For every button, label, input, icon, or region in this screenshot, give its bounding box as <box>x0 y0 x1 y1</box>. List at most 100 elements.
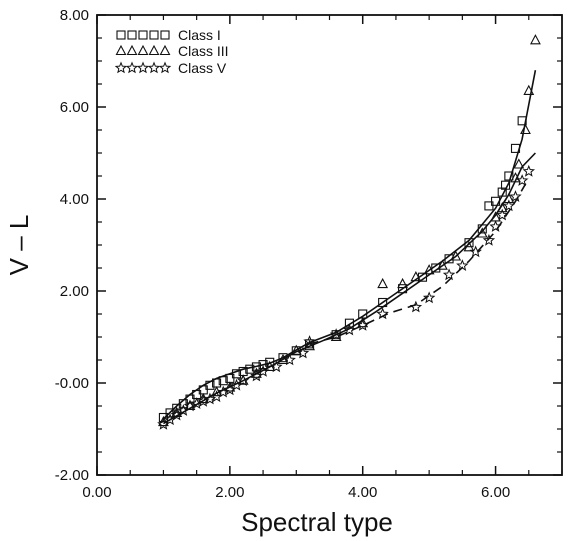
legend-triangle-marker <box>159 44 171 56</box>
square-data-point <box>258 360 268 370</box>
fit-line <box>309 177 530 345</box>
triangle-data-point <box>423 264 435 275</box>
star-data-point <box>270 360 283 373</box>
square-data-point <box>491 196 501 206</box>
fit-line <box>162 70 537 420</box>
legend-star-marker <box>147 61 161 74</box>
triangle-data-point <box>523 84 535 95</box>
legend-square-marker <box>149 30 159 40</box>
legend-star-marker <box>114 61 128 74</box>
triangle-data-point <box>520 123 531 135</box>
square-data-point <box>398 284 408 294</box>
square-data-point <box>497 187 507 197</box>
star-data-point <box>256 364 270 377</box>
star-data-point <box>489 220 502 232</box>
legend-item-class-iii: Class III <box>115 43 229 59</box>
legend-star-marker <box>136 61 150 74</box>
square-data-point <box>464 238 474 248</box>
triangle-data-point <box>410 271 422 282</box>
triangle-data-point <box>290 344 302 355</box>
fit-lines-layer <box>162 70 537 425</box>
triangle-data-point <box>377 277 389 289</box>
star-data-point <box>482 233 496 246</box>
star-data-point <box>236 374 250 386</box>
star-data-point <box>469 245 482 258</box>
triangle-data-point <box>530 34 541 45</box>
ticks-layer: 0.00 2.00 4.00 6.00 -2.00 -0.00 2.00 4.00 6.00 8.… <box>55 7 563 501</box>
legend-triangle-marker <box>137 44 149 56</box>
triangle-data-point <box>437 259 448 270</box>
star-data-point <box>356 318 369 331</box>
legend-label-class-v: Class V <box>178 60 227 76</box>
triangle-data-point <box>503 192 515 204</box>
star-data-point <box>515 174 529 186</box>
legend-label-class-iii: Class III <box>178 43 229 59</box>
triangle-data-point <box>496 202 508 213</box>
square-data-point <box>378 297 388 308</box>
y-tick-label: -2.00 <box>55 467 89 484</box>
star-data-point <box>456 259 469 271</box>
triangle-data-point <box>513 158 525 169</box>
x-axis-title: Spectral type <box>241 507 393 537</box>
legend: Class I Class III Class V <box>114 27 229 76</box>
square-data-point <box>231 369 242 379</box>
data-points-layer <box>157 34 541 430</box>
star-data-point <box>343 323 356 336</box>
square-data-point <box>278 353 288 363</box>
star-data-point <box>522 164 535 177</box>
y-tick-label: 8.00 <box>60 7 89 24</box>
legend-star-markers <box>114 61 172 74</box>
triangle-data-point <box>463 241 475 252</box>
triangle-data-point <box>237 374 249 385</box>
square-data-point <box>517 116 527 126</box>
square-data-point <box>500 180 511 190</box>
x-tick-label: 0.00 <box>82 484 111 501</box>
legend-item-class-i: Class I <box>116 27 221 43</box>
star-data-point <box>303 335 316 347</box>
star-data-point <box>422 291 436 304</box>
x-tick-label: 4.00 <box>348 484 377 501</box>
y-tick-label: 4.00 <box>60 191 89 208</box>
star-data-point <box>496 208 509 221</box>
triangle-data-point <box>450 250 462 261</box>
triangle-data-point <box>476 227 488 238</box>
square-data-point <box>477 224 487 234</box>
star-data-point <box>296 346 310 359</box>
legend-square-marker <box>138 30 148 40</box>
triangle-data-point <box>251 367 262 378</box>
triangle-data-point <box>224 381 236 392</box>
triangle-data-point <box>357 317 369 328</box>
star-data-point <box>409 300 423 313</box>
square-data-point <box>484 201 494 211</box>
square-data-point <box>510 143 521 153</box>
square-data-point <box>305 339 315 349</box>
legend-square-marker <box>127 30 137 40</box>
square-data-point <box>444 254 454 264</box>
x-tick-label: 6.00 <box>481 484 510 501</box>
legend-label-class-i: Class I <box>178 27 221 43</box>
square-data-point <box>344 318 354 328</box>
star-data-point <box>502 199 516 212</box>
legend-triangle-marker <box>115 44 127 56</box>
legend-triangle-markers <box>115 44 171 56</box>
square-data-point <box>218 376 228 386</box>
star-data-point <box>509 190 522 202</box>
y-tick-label: -0.00 <box>55 375 89 392</box>
legend-square-markers <box>116 30 170 40</box>
star-data-point <box>283 353 296 366</box>
legend-square-marker <box>116 30 126 40</box>
legend-star-marker <box>158 61 172 74</box>
y-tick-label: 2.00 <box>60 283 89 300</box>
legend-triangle-marker <box>126 44 138 56</box>
legend-square-marker <box>160 30 170 40</box>
square-data-point <box>245 364 255 374</box>
square-data-point <box>172 403 182 413</box>
square-data-point <box>205 380 215 390</box>
y-tick-label: 6.00 <box>60 99 89 116</box>
x-tick-label: 2.00 <box>215 484 244 501</box>
square-data-point <box>158 412 168 423</box>
y-axis-title: V – L <box>4 215 34 276</box>
square-data-point <box>185 394 195 404</box>
triangle-data-point <box>158 415 169 427</box>
